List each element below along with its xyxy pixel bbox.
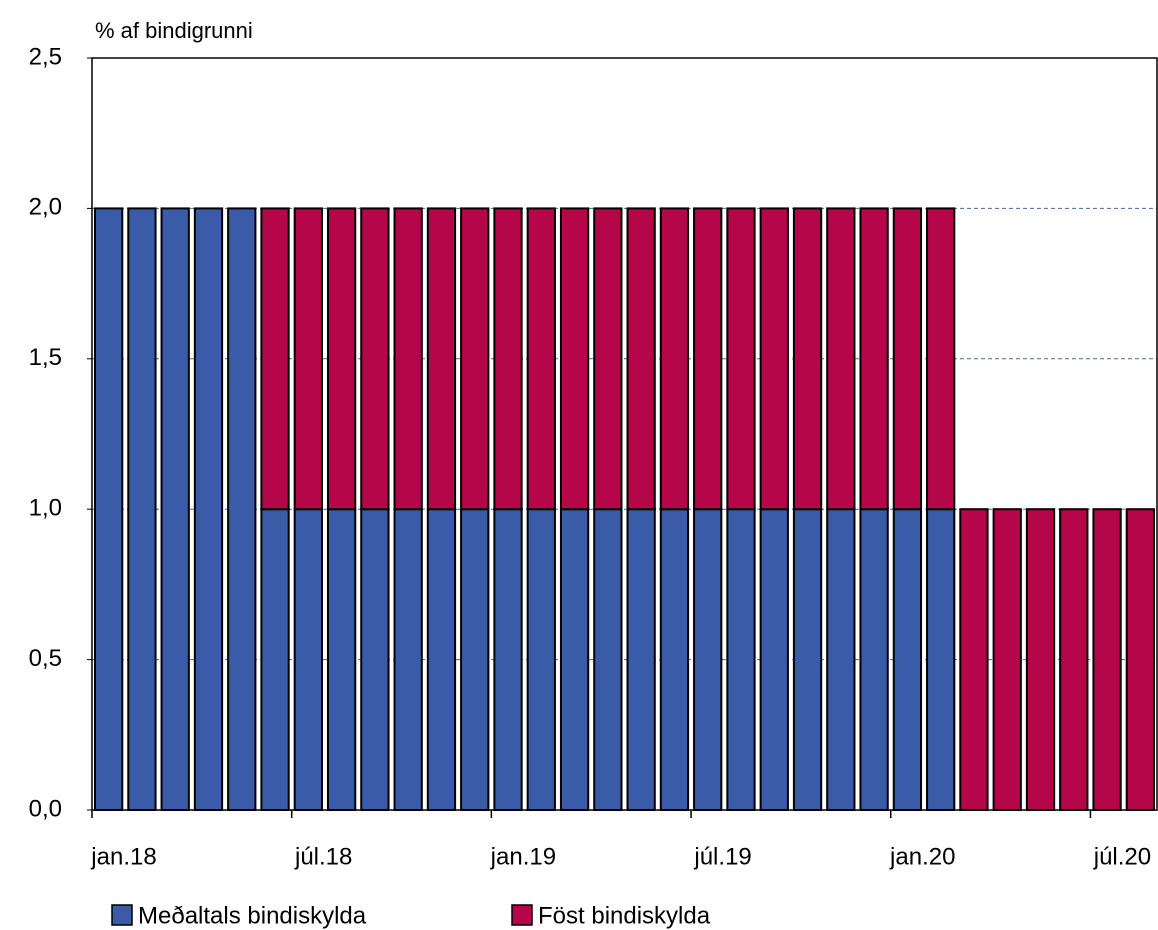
- bar-segment: [926, 207, 956, 511]
- bar-segment: [626, 508, 656, 811]
- bar-segment: [792, 207, 823, 511]
- bar-segment: [693, 508, 723, 811]
- bar-segment: [360, 508, 390, 811]
- bar-segment: [926, 508, 956, 811]
- bar-segment: [493, 207, 523, 511]
- bar-segment: [593, 508, 623, 811]
- y-tick-label: 0,0: [29, 795, 62, 822]
- bar-segment: [559, 508, 590, 811]
- bar-segment: [1125, 508, 1155, 811]
- x-tick-label: jan.20: [889, 843, 955, 870]
- legend-label: Föst bindiskylda: [538, 902, 711, 929]
- bar-segment: [593, 207, 623, 511]
- bar-segment: [693, 207, 723, 511]
- bar-segment: [959, 508, 989, 811]
- bar-segment: [792, 508, 823, 811]
- bar-segment: [759, 207, 789, 511]
- y-tick-label: 0,5: [29, 645, 62, 672]
- bar-segment: [460, 508, 490, 811]
- bar-segment: [460, 207, 490, 511]
- bar-segment: [726, 508, 756, 811]
- bar-segment: [892, 508, 923, 811]
- y-axis-label: % af bindigrunni: [95, 18, 253, 43]
- legend-swatch: [511, 904, 533, 926]
- bar-segment: [659, 207, 690, 511]
- y-tick-label: 1,0: [29, 495, 62, 522]
- bar-segment: [826, 508, 856, 811]
- x-tick-label: júl.20: [1093, 843, 1151, 870]
- bar-segment: [826, 207, 856, 511]
- bar-segment: [1025, 508, 1056, 811]
- y-tick-label: 2,5: [29, 43, 62, 70]
- bar-segment: [260, 508, 290, 811]
- bar-segment: [726, 207, 756, 511]
- bar-segment: [293, 508, 323, 811]
- bar-segment: [426, 207, 457, 511]
- bar-segment: [94, 207, 124, 811]
- bar-segment: [859, 207, 889, 511]
- bar-segment: [393, 508, 423, 811]
- x-tick-label: júl.19: [693, 843, 751, 870]
- x-tick-label: jan.19: [490, 843, 556, 870]
- bar-segment: [160, 207, 190, 811]
- bar-segment: [526, 508, 556, 811]
- bar-segment: [759, 508, 789, 811]
- bar-segment: [227, 207, 257, 811]
- y-tick-label: 2,0: [29, 194, 62, 221]
- bar-segment: [326, 207, 357, 511]
- plot-frame: [91, 57, 1158, 811]
- y-tick-label: 1,5: [29, 344, 62, 371]
- bar-segment: [326, 508, 357, 811]
- bar-segment: [626, 207, 656, 511]
- bar-segment: [1092, 508, 1122, 811]
- x-tick-label: jan.18: [90, 843, 156, 870]
- bar-segment: [859, 508, 889, 811]
- bar-segment: [393, 207, 423, 511]
- bar-segment: [493, 508, 523, 811]
- bar-segment: [1059, 508, 1089, 811]
- bar-segment: [127, 207, 157, 811]
- bar-segment: [360, 207, 390, 511]
- legend-swatch: [111, 904, 133, 926]
- legend-label: Meðaltals bindiskylda: [138, 902, 367, 929]
- bar-segment: [526, 207, 556, 511]
- bar-segment: [992, 508, 1022, 811]
- bar-segment: [892, 207, 923, 511]
- bar-segment: [659, 508, 690, 811]
- bar-segment: [559, 207, 590, 511]
- x-tick-label: júl.18: [294, 843, 352, 870]
- bar-segment: [260, 207, 290, 511]
- bar-segment: [293, 207, 323, 511]
- bar-segment: [426, 508, 457, 811]
- bar-segment: [193, 207, 224, 811]
